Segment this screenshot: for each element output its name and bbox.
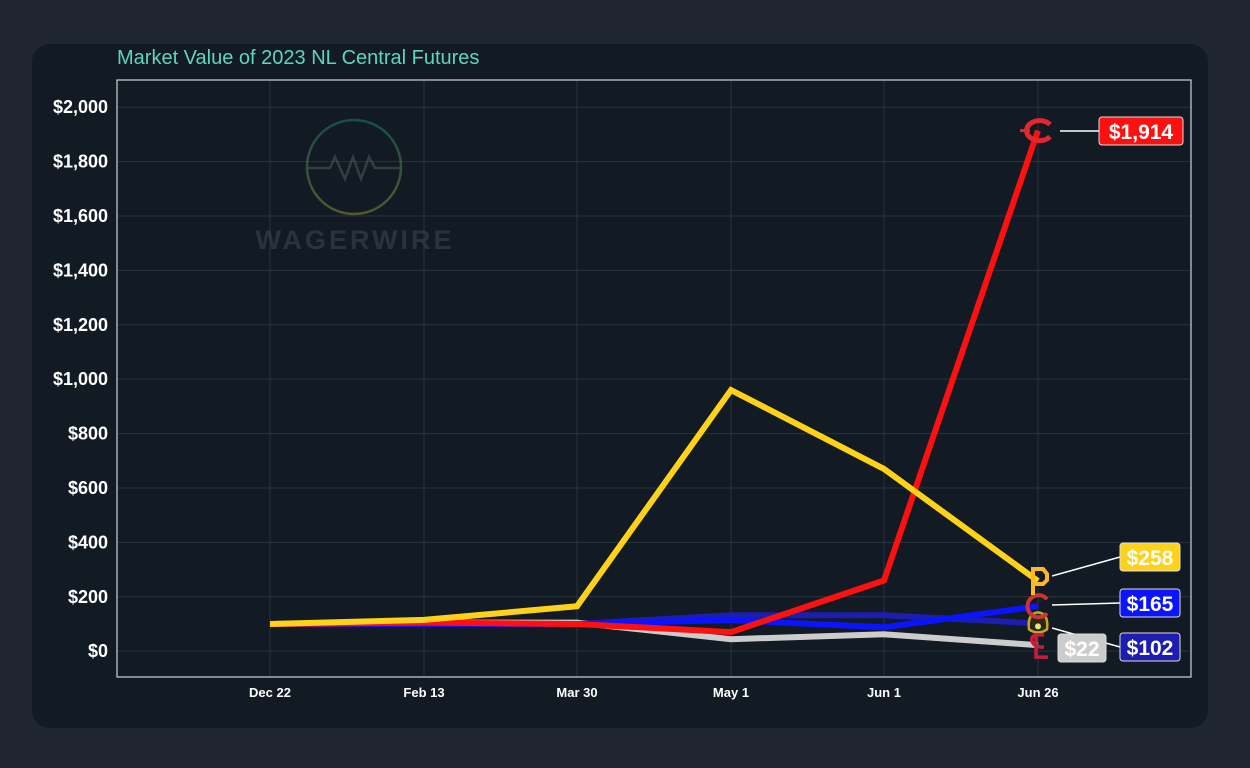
y-tick-label: $1,800: [53, 152, 108, 172]
end-value-label: $22: [1057, 633, 1107, 663]
y-tick-label: $1,400: [53, 260, 108, 280]
svg-text:$22: $22: [1064, 638, 1099, 661]
chart-card: [32, 44, 1208, 728]
reds-logo: [1020, 118, 1052, 144]
end-value-label: $165: [1119, 588, 1181, 618]
end-value-label: $1,914: [1098, 116, 1184, 146]
end-value-label: $102: [1119, 632, 1181, 662]
y-tick-label: $2,000: [53, 97, 108, 117]
y-tick-label: $1,600: [53, 206, 108, 226]
cubs-logo: [1025, 593, 1049, 620]
svg-text:$1,914: $1,914: [1109, 121, 1174, 144]
svg-text:$258: $258: [1127, 547, 1174, 570]
wagerwire-logo: WAGERWIRE: [255, 118, 454, 255]
x-tick-label: Mar 30: [556, 685, 597, 700]
y-tick-label: $200: [68, 587, 108, 607]
chart-title: Market Value of 2023 NL Central Futures: [117, 47, 480, 69]
y-tick-label: $600: [68, 478, 108, 498]
pirates-logo: [1031, 566, 1049, 595]
label-leader: [1051, 556, 1121, 577]
x-tick-label: Jun 26: [1017, 685, 1058, 700]
cardinals-logo: [1030, 633, 1048, 659]
y-tick-label: $0: [88, 641, 108, 661]
label-leader: [1051, 602, 1121, 606]
x-tick-label: May 1: [713, 685, 749, 700]
y-tick-label: $1,000: [53, 369, 108, 389]
plot-frame: [116, 79, 1192, 678]
y-tick-label: $400: [68, 532, 108, 552]
y-tick-label: $1,200: [53, 315, 108, 335]
svg-text:$165: $165: [1127, 593, 1174, 616]
end-value-label: $258: [1119, 542, 1181, 572]
x-tick-label: Dec 22: [249, 685, 291, 700]
x-tick-label: Jun 1: [867, 685, 901, 700]
series-line: [269, 386, 1040, 627]
svg-text:WAGERWIRE: WAGERWIRE: [255, 225, 454, 255]
x-tick-label: Feb 13: [403, 685, 444, 700]
series-line: [269, 129, 1041, 636]
y-tick-label: $800: [68, 424, 108, 444]
svg-text:$102: $102: [1127, 637, 1174, 660]
